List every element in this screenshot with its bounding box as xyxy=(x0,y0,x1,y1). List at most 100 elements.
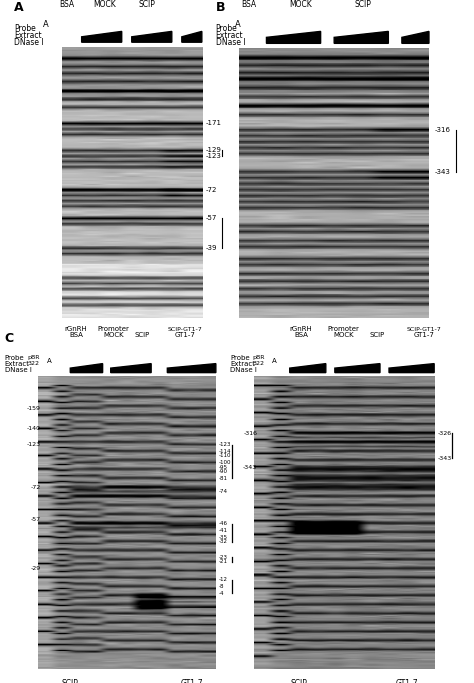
Text: -35: -35 xyxy=(219,535,228,540)
Text: A: A xyxy=(235,20,240,29)
Text: GT1-7: GT1-7 xyxy=(180,679,203,683)
Text: Promoter: Promoter xyxy=(98,326,130,332)
Text: pBR: pBR xyxy=(27,355,39,360)
Text: -8: -8 xyxy=(219,584,225,589)
Text: GT1-7: GT1-7 xyxy=(396,679,419,683)
Text: -23: -23 xyxy=(219,555,228,560)
Text: rGnRH: rGnRH xyxy=(64,326,87,332)
Text: -343: -343 xyxy=(434,169,450,175)
Text: C: C xyxy=(5,332,14,345)
Text: Probe: Probe xyxy=(216,24,237,33)
Text: SCIP: SCIP xyxy=(135,333,150,338)
Text: A: A xyxy=(43,20,48,29)
Text: -316: -316 xyxy=(434,127,450,133)
Text: BSA: BSA xyxy=(69,333,83,338)
Text: -21: -21 xyxy=(219,559,228,564)
Text: -343: -343 xyxy=(243,464,257,470)
Polygon shape xyxy=(334,31,388,43)
Polygon shape xyxy=(290,363,326,373)
Text: B: B xyxy=(216,1,225,14)
Text: -159: -159 xyxy=(27,406,41,411)
Polygon shape xyxy=(335,363,380,373)
Polygon shape xyxy=(389,363,434,373)
Text: -72: -72 xyxy=(206,186,217,193)
Text: Probe: Probe xyxy=(14,24,36,33)
Text: SCIP-GT1-7: SCIP-GT1-7 xyxy=(407,327,442,332)
Text: -95: -95 xyxy=(219,464,228,470)
Text: -123: -123 xyxy=(27,442,41,447)
Text: Extract: Extract xyxy=(230,361,255,367)
Polygon shape xyxy=(82,31,122,42)
Text: SCIP-GT1-7: SCIP-GT1-7 xyxy=(167,327,202,332)
Text: -39: -39 xyxy=(206,245,218,251)
Text: -343: -343 xyxy=(438,456,452,461)
Text: 322: 322 xyxy=(252,361,264,365)
Polygon shape xyxy=(266,31,320,43)
Text: MOCK: MOCK xyxy=(93,0,116,9)
Text: -123: -123 xyxy=(219,442,232,447)
Text: Probe: Probe xyxy=(230,355,249,361)
Text: Probe: Probe xyxy=(5,355,24,361)
Text: SCIP: SCIP xyxy=(138,0,155,9)
Text: DNase I: DNase I xyxy=(5,367,32,374)
Text: -129: -129 xyxy=(206,148,222,154)
Text: 322: 322 xyxy=(27,361,39,365)
Text: A: A xyxy=(272,358,276,364)
Text: Promoter: Promoter xyxy=(87,0,122,2)
Text: MOCK: MOCK xyxy=(290,0,312,9)
Text: -57: -57 xyxy=(31,516,41,522)
Text: MOCK: MOCK xyxy=(333,333,354,338)
Text: Promoter: Promoter xyxy=(283,0,319,2)
Text: -12: -12 xyxy=(219,577,228,583)
Text: DNase I: DNase I xyxy=(14,38,44,46)
Text: -140: -140 xyxy=(27,426,41,432)
Text: GT1-7: GT1-7 xyxy=(174,333,195,338)
Polygon shape xyxy=(167,363,216,373)
Text: A: A xyxy=(47,358,52,364)
Polygon shape xyxy=(70,363,103,373)
Text: DNase I: DNase I xyxy=(230,367,257,374)
Text: GT1-7: GT1-7 xyxy=(414,333,435,338)
Text: rGnRH: rGnRH xyxy=(290,326,312,332)
Text: -110: -110 xyxy=(219,454,232,458)
Text: rGnRH: rGnRH xyxy=(236,0,262,2)
Text: Extract: Extract xyxy=(5,361,30,367)
Text: -90: -90 xyxy=(219,469,228,474)
Text: Promoter: Promoter xyxy=(129,0,164,2)
Text: SCIP: SCIP xyxy=(369,333,384,338)
Text: SCIP: SCIP xyxy=(62,679,79,683)
Text: -81: -81 xyxy=(219,476,228,481)
Text: -74: -74 xyxy=(219,490,228,494)
Text: BSA: BSA xyxy=(59,0,74,9)
Text: -57: -57 xyxy=(206,215,217,221)
Text: DNase I: DNase I xyxy=(216,38,246,46)
Text: A: A xyxy=(14,1,24,14)
Text: -123: -123 xyxy=(206,153,222,159)
Text: Promoter: Promoter xyxy=(328,326,360,332)
Text: -46: -46 xyxy=(219,521,228,526)
Polygon shape xyxy=(111,363,151,373)
Text: SCIP: SCIP xyxy=(290,679,307,683)
Text: -72: -72 xyxy=(31,485,41,490)
Text: -41: -41 xyxy=(219,528,228,533)
Text: Extract: Extract xyxy=(216,31,243,40)
Text: SCIP: SCIP xyxy=(354,0,371,9)
Text: -326: -326 xyxy=(438,431,452,436)
Text: -316: -316 xyxy=(243,431,257,436)
Text: -171: -171 xyxy=(206,120,222,126)
Polygon shape xyxy=(402,31,429,43)
Text: pBR: pBR xyxy=(252,355,264,360)
Text: Promoter: Promoter xyxy=(345,0,380,2)
Text: -32: -32 xyxy=(219,539,228,544)
Text: MOCK: MOCK xyxy=(103,333,124,338)
Text: -4: -4 xyxy=(219,591,225,596)
Text: -114: -114 xyxy=(219,449,232,454)
Text: BSA: BSA xyxy=(241,0,256,9)
Text: Extract: Extract xyxy=(14,31,42,40)
Text: -100: -100 xyxy=(219,460,232,465)
Polygon shape xyxy=(182,31,202,42)
Text: BSA: BSA xyxy=(294,333,308,338)
Text: -29: -29 xyxy=(31,566,41,571)
Text: rGnRH: rGnRH xyxy=(54,0,79,2)
Polygon shape xyxy=(132,31,172,42)
